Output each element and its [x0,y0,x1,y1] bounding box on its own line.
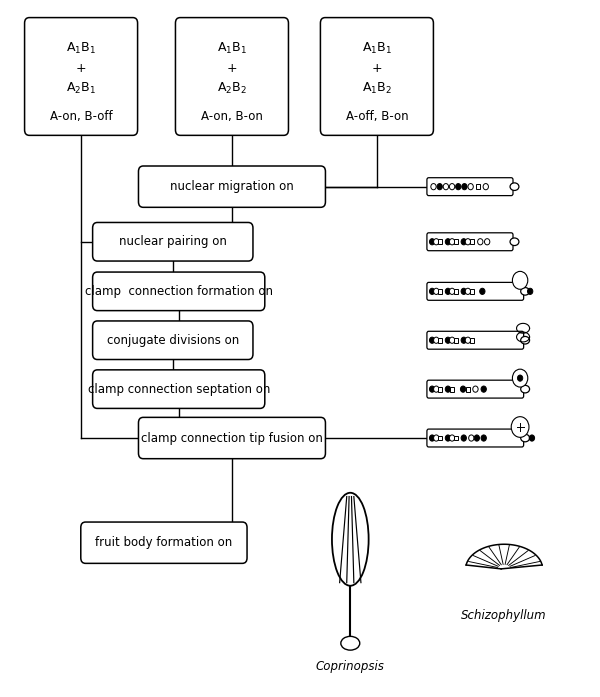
Circle shape [430,386,435,392]
Circle shape [517,375,523,381]
FancyBboxPatch shape [139,166,325,207]
Circle shape [449,435,455,441]
Circle shape [478,238,483,245]
Circle shape [445,238,451,245]
FancyBboxPatch shape [92,321,253,360]
Circle shape [483,183,488,190]
Circle shape [479,289,485,294]
Circle shape [445,337,451,344]
Circle shape [473,386,478,392]
Circle shape [449,289,455,294]
FancyBboxPatch shape [175,17,289,135]
FancyBboxPatch shape [25,17,137,135]
FancyBboxPatch shape [81,522,247,563]
Ellipse shape [510,183,519,190]
Circle shape [465,337,470,344]
Circle shape [449,337,455,344]
Circle shape [445,289,451,294]
FancyBboxPatch shape [427,331,524,349]
FancyBboxPatch shape [320,17,433,135]
Circle shape [431,183,436,190]
FancyBboxPatch shape [92,370,265,408]
Circle shape [434,386,439,392]
Circle shape [461,289,466,294]
Text: +: + [227,62,237,75]
Text: clamp  connection formation on: clamp connection formation on [85,285,273,298]
Circle shape [527,289,533,294]
Circle shape [529,435,535,441]
Circle shape [474,435,479,441]
Circle shape [445,386,451,392]
Circle shape [461,337,466,344]
Circle shape [465,289,470,294]
Text: $\mathrm{A_1B_1}$: $\mathrm{A_1B_1}$ [217,41,247,56]
Ellipse shape [341,636,360,650]
Circle shape [461,238,466,245]
Circle shape [443,183,449,190]
Circle shape [437,183,442,190]
Circle shape [460,386,466,392]
FancyBboxPatch shape [427,429,524,447]
Text: $\mathrm{A_1B_1}$: $\mathrm{A_1B_1}$ [362,41,392,56]
Circle shape [455,183,461,190]
Text: $\mathrm{A_2B_2}$: $\mathrm{A_2B_2}$ [217,82,247,96]
Circle shape [445,435,451,441]
FancyBboxPatch shape [139,418,325,459]
Circle shape [434,435,439,441]
Text: conjugate divisions on: conjugate divisions on [107,334,239,346]
FancyBboxPatch shape [427,282,524,300]
Circle shape [481,386,487,392]
Circle shape [511,417,529,437]
Circle shape [449,183,455,190]
Circle shape [484,238,490,245]
Circle shape [469,435,474,441]
Circle shape [481,435,487,441]
Text: Coprinopsis: Coprinopsis [316,660,385,673]
Circle shape [430,337,435,344]
Ellipse shape [521,337,530,344]
Text: A-off, B-on: A-off, B-on [346,110,408,123]
Circle shape [512,369,528,387]
Ellipse shape [510,238,519,245]
Circle shape [465,238,470,245]
Circle shape [462,183,467,190]
Text: +: + [371,62,382,75]
Text: $\mathrm{A_2B_1}$: $\mathrm{A_2B_1}$ [66,82,96,96]
Circle shape [512,271,528,289]
Text: fruit body formation on: fruit body formation on [95,536,233,549]
FancyBboxPatch shape [427,380,524,398]
Ellipse shape [521,288,530,295]
Text: $\mathrm{A_1B_1}$: $\mathrm{A_1B_1}$ [66,41,96,56]
Text: nuclear pairing on: nuclear pairing on [119,236,227,248]
Text: clamp connection septation on: clamp connection septation on [88,383,270,396]
Text: $\mathrm{A_1B_2}$: $\mathrm{A_1B_2}$ [362,82,392,96]
FancyBboxPatch shape [92,272,265,311]
Circle shape [461,435,466,441]
Circle shape [434,337,439,344]
Circle shape [430,238,435,245]
FancyBboxPatch shape [427,178,513,196]
Text: Schizophyllum: Schizophyllum [461,608,547,622]
Circle shape [449,238,455,245]
Circle shape [434,289,439,294]
Text: +: + [76,62,86,75]
Circle shape [430,289,435,294]
Text: A-on, B-off: A-on, B-off [50,110,112,123]
Circle shape [430,435,435,441]
Text: clamp connection tip fusion on: clamp connection tip fusion on [141,431,323,445]
Ellipse shape [332,493,368,585]
Circle shape [434,238,439,245]
Text: nuclear migration on: nuclear migration on [170,180,294,193]
FancyBboxPatch shape [427,233,513,251]
FancyBboxPatch shape [92,222,253,261]
Circle shape [468,183,473,190]
Ellipse shape [521,385,530,393]
Ellipse shape [521,434,530,442]
Text: A-on, B-on: A-on, B-on [201,110,263,123]
